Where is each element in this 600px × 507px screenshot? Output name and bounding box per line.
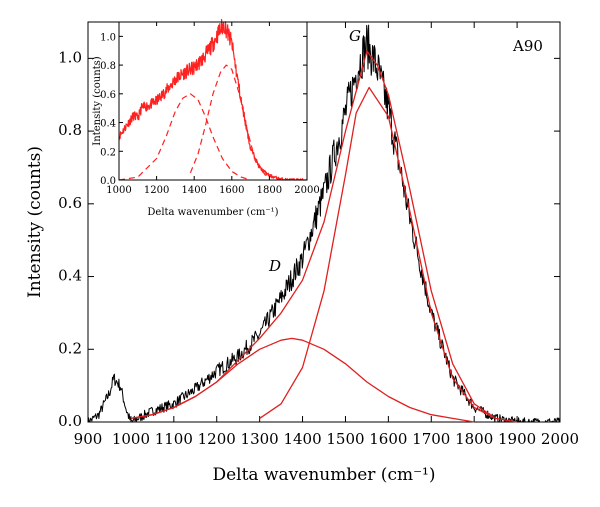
main-x-tick-label: 1600 [369, 430, 407, 448]
inset-series-raw-spectrum [118, 18, 308, 181]
inset-y-tick-label: 0.4 [100, 119, 116, 130]
main-x-tick-label: 1500 [326, 430, 364, 448]
inset-x-tick-label: 1400 [181, 185, 206, 196]
inset-plot: 1000 1200 1400 1600 1800 2000 0.0 0.2 0.4 0.6 0.8 1… [92, 18, 320, 218]
main-series-d-band-fit [130, 337, 475, 423]
inset-x-tick-label: 1200 [144, 185, 169, 196]
inset-y-tick-label: 0.0 [100, 176, 116, 187]
main-x-tick-label: 1300 [241, 430, 279, 448]
main-x-tick-label: 1700 [412, 430, 450, 448]
main-y-tick-label: 0.4 [58, 267, 82, 285]
main-y-tick-label: 0.0 [58, 412, 82, 430]
inset-x-tick-label: 2000 [294, 185, 319, 196]
inset-series-d-band-fit [118, 93, 251, 181]
main-x-tick-label: 1800 [455, 430, 493, 448]
main-series-g-band-fit [259, 86, 496, 419]
main-tick-labels: 900 1000 1100 1200 1300 1400 1500 1600 1700 1800 1… [58, 48, 579, 448]
inset-y-tick-label: 0.8 [100, 61, 116, 72]
main-x-tick-label: 1900 [498, 430, 536, 448]
inset-y-tick-label: 1.0 [100, 32, 116, 43]
inset-tick-labels: 1000 1200 1400 1600 1800 2000 0.0 0.2 0.4 0.6 0.8 1… [100, 32, 320, 196]
main-y-tick-label: 0.2 [58, 339, 82, 357]
inset-x-tick-label: 1600 [219, 185, 244, 196]
x-axis-label: Delta wavenumber (cm⁻¹) [212, 465, 435, 485]
main-x-tick-label: 2000 [541, 430, 579, 448]
inset-y-axis-label: Intensity (counts) [92, 56, 103, 145]
main-x-tick-label: 900 [74, 430, 103, 448]
inset-series-g-band-fit [189, 64, 267, 177]
inset-y-tick-label: 0.2 [100, 147, 116, 158]
main-series [87, 24, 561, 423]
main-plot-frame [87, 21, 561, 423]
peak-label-d: D [268, 257, 281, 275]
main-y-tick-label: 0.8 [58, 121, 82, 139]
main-x-tick-label: 1000 [112, 430, 150, 448]
main-x-tick-label: 1200 [198, 430, 236, 448]
inset-series [118, 18, 308, 181]
y-axis-label: Intensity (counts) [25, 146, 45, 298]
main-y-tick-label: 0.6 [58, 194, 82, 212]
inset-x-tick-label: 1800 [257, 185, 282, 196]
inset-x-tick-label: 1000 [106, 185, 131, 196]
main-x-tick-label: 1400 [283, 430, 321, 448]
inset-x-axis-label: Delta wavenumber (cm⁻¹) [147, 207, 278, 218]
main-x-tick-label: 1100 [155, 430, 193, 448]
sample-annotation: A90 [512, 37, 543, 55]
peak-label-g: G [349, 27, 361, 45]
main-plot: 900 1000 1100 1200 1300 1400 1500 1600 1700 1800 1… [25, 21, 579, 485]
main-y-tick-label: 1.0 [58, 48, 82, 66]
inset-frame [118, 21, 308, 181]
inset-y-tick-label: 0.6 [100, 90, 116, 101]
inset-ticks [118, 22, 308, 181]
